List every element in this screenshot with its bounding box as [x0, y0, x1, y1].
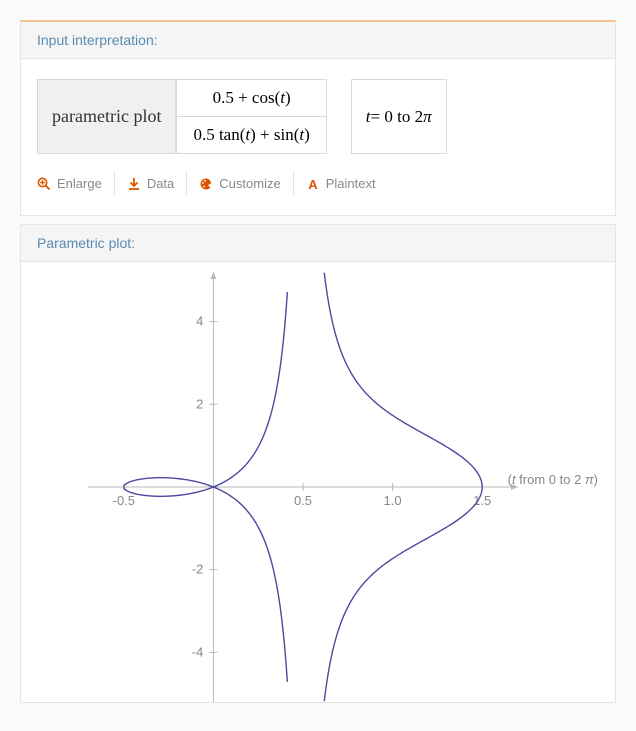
svg-text:0.5: 0.5 — [294, 493, 312, 508]
x-expression: 0.5 + cos(t) — [177, 80, 325, 116]
pod-title: Parametric plot: — [21, 225, 615, 262]
plot-range-caption: (t from 0 to 2 π) — [508, 472, 598, 487]
enlarge-button[interactable]: Enlarge — [37, 172, 114, 195]
enlarge-label: Enlarge — [57, 176, 102, 191]
svg-text:-4: -4 — [192, 644, 204, 659]
customize-label: Customize — [219, 176, 280, 191]
svg-text:1.5: 1.5 — [473, 493, 491, 508]
action-bar: Enlarge Data — [37, 172, 599, 195]
input-expression-row: parametric plot 0.5 + cos(t) 0.5 tan(t) … — [37, 79, 599, 154]
parametric-plot-svg: -0.5 0.5 1.0 1.5 -4 -2 2 4 — [38, 272, 598, 702]
svg-text:A: A — [308, 177, 318, 191]
expression-vector: 0.5 + cos(t) 0.5 tan(t) + sin(t) — [176, 79, 326, 154]
svg-text:2: 2 — [196, 396, 203, 411]
parametric-plot-pod: Parametric plot: -0.5 0.5 1.0 1.5 -4 -2 2 4 (t … — [20, 224, 616, 703]
download-icon — [127, 177, 141, 191]
pod-body: parametric plot 0.5 + cos(t) 0.5 tan(t) … — [21, 59, 615, 215]
svg-text:-2: -2 — [192, 562, 204, 577]
customize-button[interactable]: Customize — [186, 172, 292, 195]
plaintext-label: Plaintext — [326, 176, 376, 191]
y-expression: 0.5 tan(t) + sin(t) — [177, 116, 325, 153]
svg-text:1.0: 1.0 — [384, 493, 402, 508]
plot-head-label: parametric plot — [37, 79, 176, 154]
svg-text:-0.5: -0.5 — [113, 493, 135, 508]
plaintext-button[interactable]: A Plaintext — [293, 172, 388, 195]
plot-area: -0.5 0.5 1.0 1.5 -4 -2 2 4 (t from 0 to 2 π) — [38, 272, 598, 702]
data-label: Data — [147, 176, 174, 191]
letter-a-icon: A — [306, 177, 320, 191]
input-interpretation-pod: Input interpretation: parametric plot 0.… — [20, 20, 616, 216]
t-range: t = 0 to 2 π — [351, 79, 447, 154]
palette-icon — [199, 177, 213, 191]
data-button[interactable]: Data — [114, 172, 186, 195]
pod-body: -0.5 0.5 1.0 1.5 -4 -2 2 4 (t from 0 to 2 π) — [21, 262, 615, 702]
pod-title: Input interpretation: — [21, 22, 615, 59]
svg-text:4: 4 — [196, 314, 203, 329]
zoom-in-icon — [37, 177, 51, 191]
